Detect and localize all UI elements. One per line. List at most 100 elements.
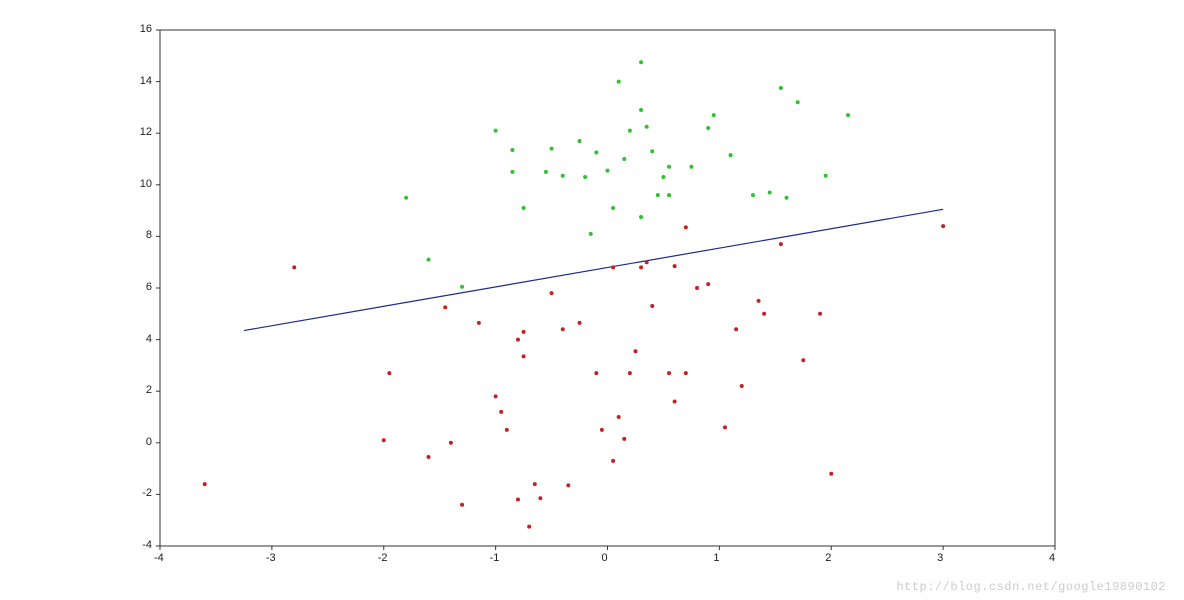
y-tick-label: 10 bbox=[140, 178, 152, 190]
data-point-green bbox=[544, 170, 548, 174]
data-point-green bbox=[611, 206, 615, 210]
data-point-green bbox=[510, 148, 514, 152]
data-point-red bbox=[449, 441, 453, 445]
x-tick-label: 1 bbox=[713, 552, 719, 564]
data-point-red bbox=[706, 282, 710, 286]
data-point-green bbox=[779, 86, 783, 90]
chart-svg bbox=[0, 0, 1184, 600]
x-tick-label: 3 bbox=[937, 552, 943, 564]
data-point-green bbox=[583, 175, 587, 179]
data-point-red bbox=[477, 321, 481, 325]
scatter-chart bbox=[0, 0, 1184, 600]
data-point-red bbox=[578, 321, 582, 325]
data-point-red bbox=[533, 482, 537, 486]
data-point-green bbox=[796, 100, 800, 104]
y-tick-label: -4 bbox=[142, 539, 152, 551]
x-tick-label: -1 bbox=[490, 552, 500, 564]
data-point-red bbox=[673, 264, 677, 268]
data-point-green bbox=[785, 196, 789, 200]
data-point-red bbox=[527, 525, 531, 529]
data-point-red bbox=[538, 496, 542, 500]
data-point-green bbox=[494, 129, 498, 133]
data-point-red bbox=[566, 483, 570, 487]
data-point-green bbox=[522, 206, 526, 210]
data-point-green bbox=[460, 285, 464, 289]
data-point-green bbox=[427, 258, 431, 262]
x-tick-label: -4 bbox=[154, 552, 164, 564]
y-tick-label: 8 bbox=[146, 229, 152, 241]
data-point-red bbox=[645, 260, 649, 264]
data-point-red bbox=[818, 312, 822, 316]
data-point-red bbox=[779, 242, 783, 246]
data-point-red bbox=[633, 349, 637, 353]
data-point-red bbox=[203, 482, 207, 486]
watermark-text: http://blog.csdn.net/google19890102 bbox=[896, 580, 1166, 594]
y-tick-label: 6 bbox=[146, 281, 152, 293]
data-point-red bbox=[617, 415, 621, 419]
data-point-red bbox=[443, 305, 447, 309]
data-point-green bbox=[550, 147, 554, 151]
data-point-green bbox=[628, 129, 632, 133]
data-point-red bbox=[516, 498, 520, 502]
data-point-green bbox=[617, 80, 621, 84]
data-point-green bbox=[639, 108, 643, 112]
data-point-red bbox=[522, 354, 526, 358]
plot-frame bbox=[160, 30, 1055, 546]
data-point-red bbox=[387, 371, 391, 375]
y-tick-label: 0 bbox=[146, 436, 152, 448]
data-point-green bbox=[768, 191, 772, 195]
y-tick-label: -2 bbox=[142, 487, 152, 499]
data-point-red bbox=[757, 299, 761, 303]
data-point-red bbox=[762, 312, 766, 316]
data-point-green bbox=[561, 174, 565, 178]
data-point-red bbox=[611, 459, 615, 463]
data-point-red bbox=[499, 410, 503, 414]
data-point-green bbox=[622, 157, 626, 161]
data-point-red bbox=[829, 472, 833, 476]
data-point-red bbox=[740, 384, 744, 388]
data-point-green bbox=[606, 169, 610, 173]
data-point-green bbox=[510, 170, 514, 174]
data-point-red bbox=[561, 327, 565, 331]
data-point-red bbox=[505, 428, 509, 432]
y-tick-label: 16 bbox=[140, 23, 152, 35]
data-point-red bbox=[622, 437, 626, 441]
data-point-green bbox=[667, 193, 671, 197]
data-point-red bbox=[460, 503, 464, 507]
data-point-red bbox=[734, 327, 738, 331]
data-point-red bbox=[673, 400, 677, 404]
data-point-green bbox=[846, 113, 850, 117]
data-point-green bbox=[589, 232, 593, 236]
data-point-green bbox=[751, 193, 755, 197]
data-point-green bbox=[712, 113, 716, 117]
y-tick-label: 14 bbox=[140, 75, 152, 87]
data-point-red bbox=[427, 455, 431, 459]
data-point-red bbox=[382, 438, 386, 442]
regression-line bbox=[244, 209, 943, 330]
data-point-red bbox=[941, 224, 945, 228]
x-tick-label: -3 bbox=[266, 552, 276, 564]
x-tick-label: 0 bbox=[602, 552, 608, 564]
data-point-green bbox=[689, 165, 693, 169]
data-point-green bbox=[594, 151, 598, 155]
data-point-green bbox=[706, 126, 710, 130]
data-point-red bbox=[516, 338, 520, 342]
x-tick-label: 2 bbox=[825, 552, 831, 564]
data-point-red bbox=[611, 265, 615, 269]
data-point-green bbox=[656, 193, 660, 197]
data-point-green bbox=[404, 196, 408, 200]
data-point-red bbox=[723, 425, 727, 429]
x-tick-label: -2 bbox=[378, 552, 388, 564]
y-tick-label: 12 bbox=[140, 126, 152, 138]
data-point-red bbox=[639, 265, 643, 269]
data-point-green bbox=[578, 139, 582, 143]
data-point-green bbox=[650, 149, 654, 153]
data-point-green bbox=[639, 60, 643, 64]
y-tick-label: 2 bbox=[146, 384, 152, 396]
data-point-red bbox=[650, 304, 654, 308]
data-point-green bbox=[639, 215, 643, 219]
data-point-red bbox=[695, 286, 699, 290]
data-point-red bbox=[684, 225, 688, 229]
data-point-green bbox=[645, 125, 649, 129]
data-point-green bbox=[667, 165, 671, 169]
